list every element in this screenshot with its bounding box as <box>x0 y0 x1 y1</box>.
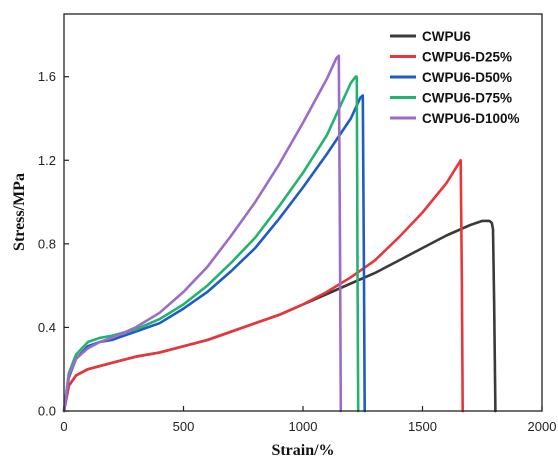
y-tick-label: 1.6 <box>38 69 56 84</box>
x-tick-label: 0 <box>60 419 67 434</box>
legend-label: CWPU6-D75% <box>422 91 512 106</box>
y-tick-label: 1.2 <box>38 153 56 168</box>
axis-ticks <box>63 76 543 412</box>
legend-label: CWPU6-D100% <box>422 111 520 126</box>
legend-label: CWPU6-D25% <box>422 50 512 65</box>
y-tick-label: 0.0 <box>38 404 56 419</box>
x-tick-label: 1500 <box>408 419 437 434</box>
x-tick-label: 500 <box>173 419 195 434</box>
series-line-4 <box>62 54 343 413</box>
x-axis-title: Strain/% <box>271 442 334 459</box>
x-tick-label: 1000 <box>289 419 318 434</box>
y-tick-label: 0.4 <box>38 320 56 335</box>
y-tick-label: 0.8 <box>38 236 56 251</box>
legend-label: CWPU6-D50% <box>422 70 512 85</box>
legend: CWPU6 CWPU6-D25% CWPU6-D50% CWPU6-D75% CWPU6… <box>390 29 520 126</box>
y-axis-title: Stress/MPa <box>11 173 28 251</box>
series-line-1 <box>62 159 465 413</box>
series-line-3 <box>62 75 360 413</box>
tick-labels: 0 500 1000 1500 2000 0.0 0.4 0.8 1.2 1.6 <box>38 69 557 434</box>
curves-layer <box>62 54 497 413</box>
x-tick-label: 2000 <box>528 419 557 434</box>
series-line-2 <box>62 94 367 413</box>
legend-label: CWPU6 <box>422 29 471 44</box>
